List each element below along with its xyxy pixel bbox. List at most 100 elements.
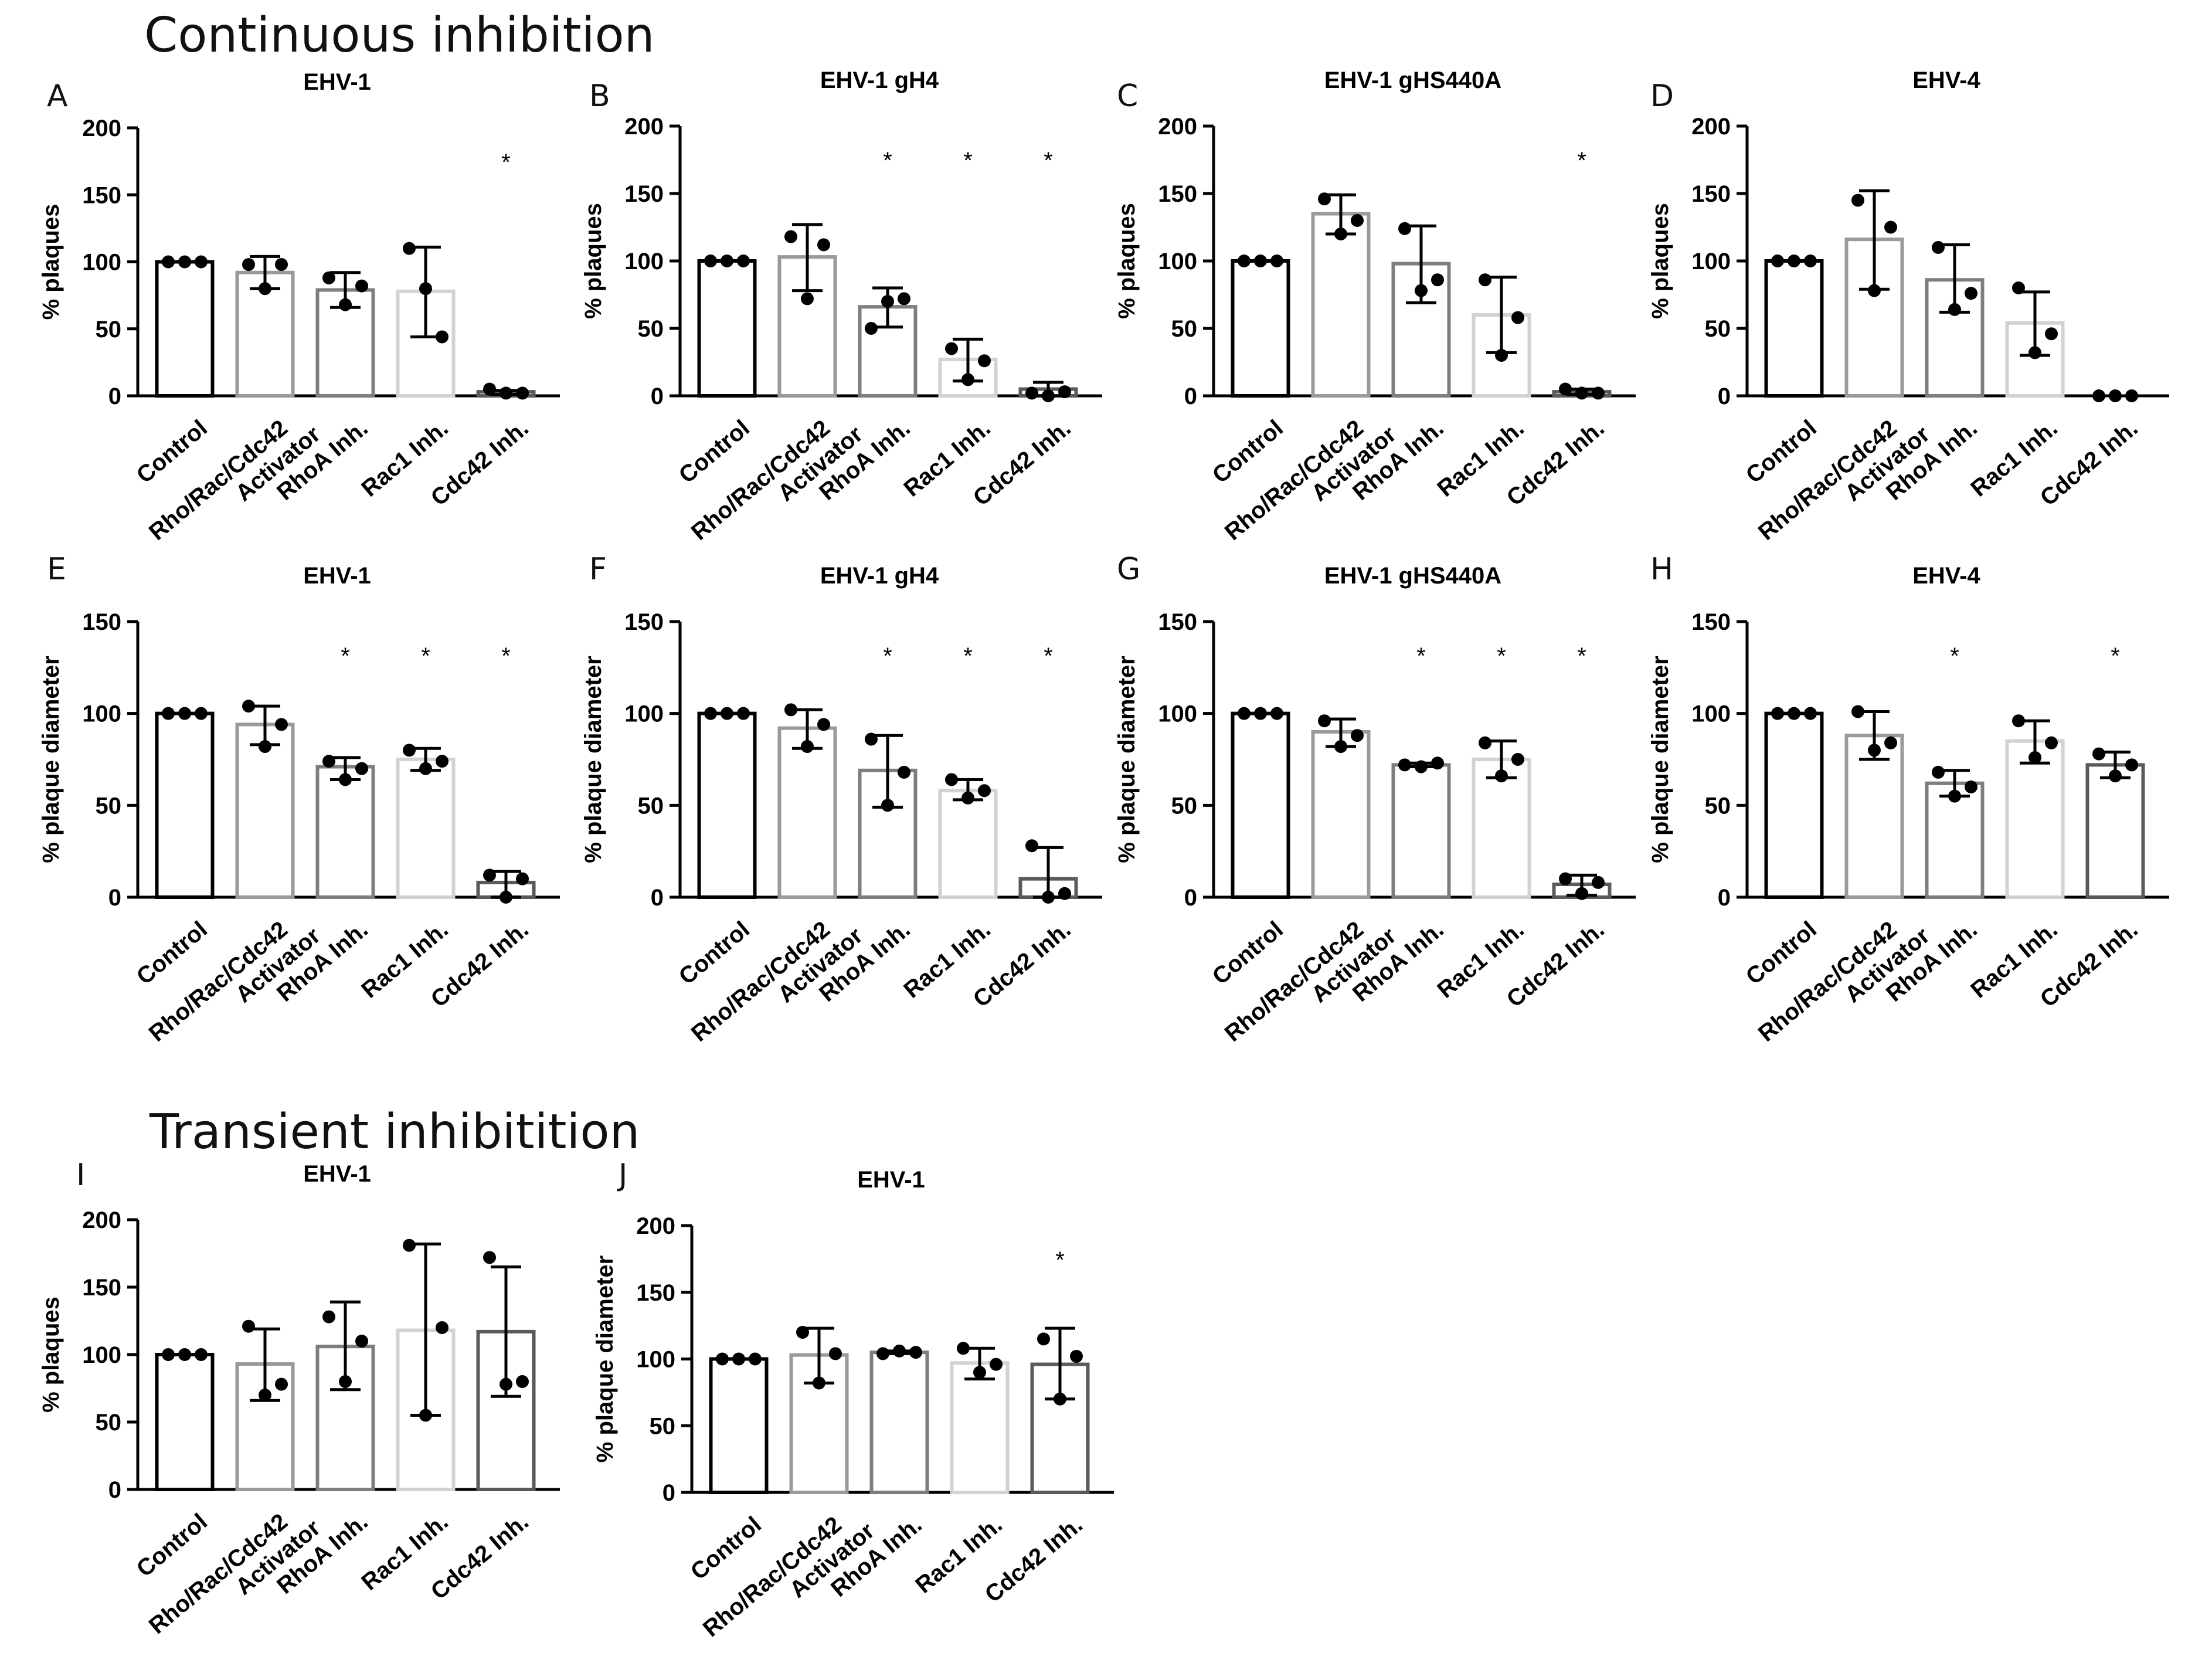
y-tick-label: 0 [1718,384,1731,409]
data-point [1351,729,1364,742]
data-point [2028,346,2041,359]
data-point [1559,872,1572,885]
data-point [1965,781,1977,793]
data-point [1070,1349,1083,1363]
y-axis-label: % plaques [38,204,64,320]
y-tick-label: 100 [1158,701,1197,727]
data-point [2092,747,2105,761]
panel-letter: H [1650,552,1674,587]
bar [155,711,215,899]
bar [2085,763,2145,900]
bar [1311,730,1371,899]
x-tick-label-line: Control [132,415,212,488]
x-tick-label-line: Control [1741,415,1822,488]
data-point [817,718,830,731]
significance-marker: * [1044,643,1053,669]
data-point [242,700,255,713]
bar [315,765,375,899]
y-tick-label: 150 [1691,181,1731,207]
x-tick-label: Control [132,415,212,488]
y-tick-label: 150 [82,1275,121,1301]
panel-letter: C [1117,79,1139,114]
bar [1231,711,1290,899]
significance-marker: * [1416,643,1426,669]
y-tick-label: 150 [1158,181,1197,207]
y-tick-label: 100 [82,701,121,727]
significance-marker: * [1055,1247,1065,1273]
data-point [1932,241,1945,254]
x-tick-label-line: Control [1208,917,1288,990]
data-point [516,872,529,885]
data-point [1270,254,1283,267]
y-tick-label: 0 [1718,885,1731,911]
data-point [1238,254,1251,267]
data-point [865,732,878,746]
y-axis-label: % plaques [1647,203,1673,319]
y-tick-label: 0 [108,1477,121,1503]
data-point [242,1319,255,1333]
x-tick-label-line: Control [1208,415,1288,488]
significance-marker: * [1950,643,1959,669]
data-point [784,703,797,717]
data-point [1932,765,1945,779]
data-point [732,1352,745,1366]
data-point [2045,327,2058,341]
data-point [483,382,496,396]
data-point [339,1375,352,1388]
data-point [1575,386,1588,400]
data-point [436,330,448,344]
data-point [978,784,991,798]
data-point [1318,714,1331,728]
y-axis-label: % plaques [38,1297,64,1413]
bar [1391,763,1451,900]
data-point [1884,220,1897,234]
bar [1764,259,1824,398]
data-point [973,1366,986,1379]
bar [155,260,215,398]
y-tick-label: 200 [1158,114,1197,140]
data-point [178,707,191,720]
data-point [403,744,416,757]
data-point [1042,891,1055,904]
y-tick-label: 0 [1184,885,1197,911]
y-tick-label: 200 [82,116,121,141]
data-point [436,755,448,768]
data-point [483,1251,496,1264]
data-point [1058,887,1071,900]
chart-title: EHV-1 gHS440A [1324,67,1501,93]
data-point [721,707,733,720]
y-axis-label: % plaque diameter [38,656,64,863]
data-point [865,322,878,335]
data-point [178,255,191,269]
chart-title: EHV-4 [1912,563,1980,589]
data-point [1575,887,1588,900]
bar [697,711,757,899]
data-point [178,1348,191,1361]
significance-marker: * [963,148,973,174]
data-point [1851,194,1864,207]
data-point [2045,736,2058,749]
bar [1764,711,1824,899]
data-point [721,254,733,267]
panel-letter: I [76,1158,86,1193]
data-point [1511,753,1524,766]
y-tick-label: 50 [1705,793,1731,819]
bar [1311,212,1371,398]
data-point [355,762,368,775]
data-point [355,279,368,293]
data-point [242,258,255,272]
chart-title: EHV-1 [303,69,371,95]
bar [697,259,757,398]
y-tick-label: 0 [662,1480,675,1506]
data-point [1495,769,1508,783]
y-tick-label: 100 [1158,249,1197,274]
panel-letter: F [589,552,607,587]
significance-marker: * [341,643,350,669]
data-point [704,707,717,720]
y-tick-label: 200 [624,114,664,140]
data-point [1868,284,1881,297]
data-point [339,298,352,311]
data-point [1592,386,1605,400]
x-tick-label: Control [132,1509,212,1582]
data-point [1415,284,1428,297]
